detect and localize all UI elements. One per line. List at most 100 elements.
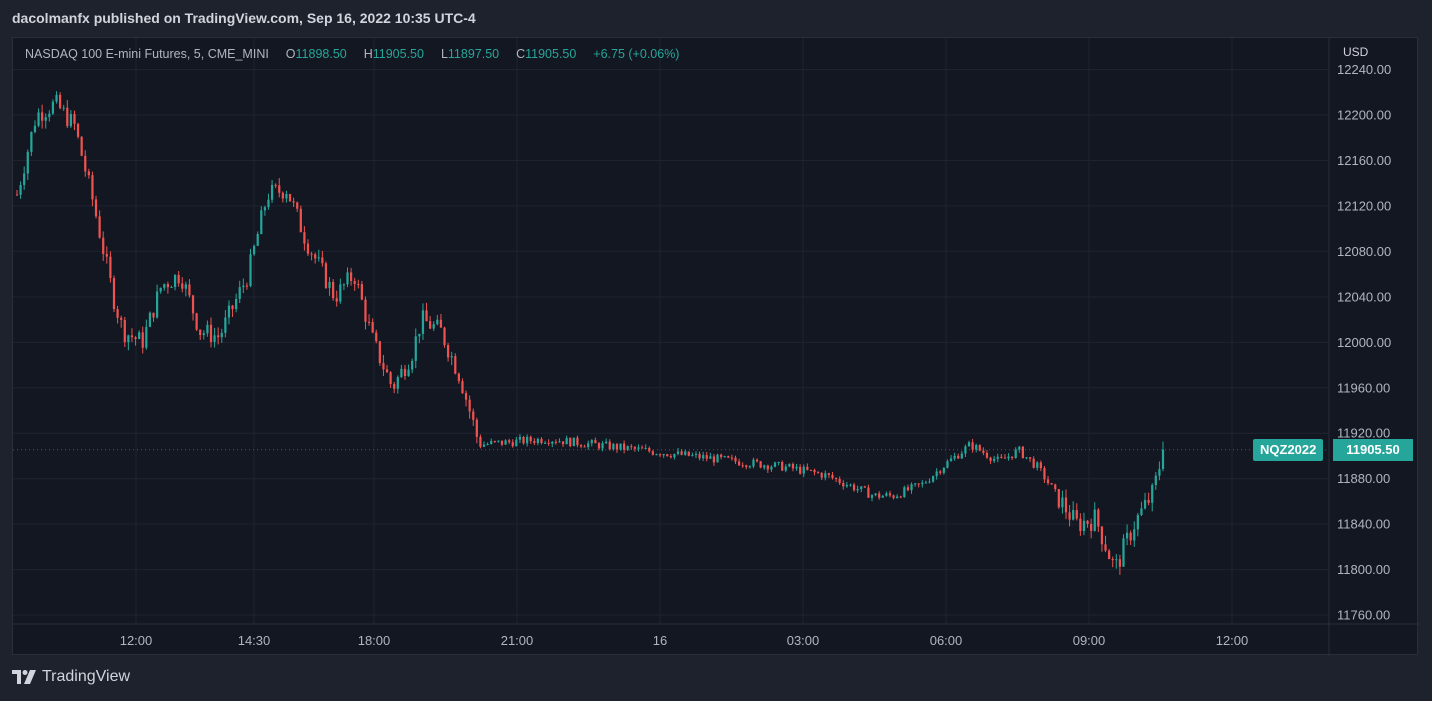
candle-body — [292, 201, 295, 203]
candle-body — [69, 113, 73, 127]
candle-body — [403, 368, 407, 377]
candle-body — [80, 136, 83, 156]
candle-body — [1021, 446, 1025, 459]
change-value: +6.75 (+0.06%) — [593, 47, 680, 61]
candle-body — [957, 455, 960, 459]
candle-body — [1136, 515, 1139, 530]
candle-body — [597, 443, 601, 449]
time-tick-label: 18:00 — [358, 633, 391, 648]
candle-body — [493, 441, 496, 443]
candle-body — [332, 281, 335, 299]
candle-body — [335, 298, 338, 302]
candle-body — [605, 441, 608, 444]
time-tick-label: 12:00 — [120, 633, 153, 648]
candle-body — [755, 459, 759, 462]
candle-body — [324, 263, 328, 288]
candle-body — [676, 451, 680, 454]
price-tick-label: 12240.00 — [1337, 62, 1391, 77]
candle-body — [921, 482, 924, 485]
candle-body — [177, 274, 180, 284]
candle-body — [1154, 475, 1157, 485]
candle-body — [845, 485, 848, 487]
candle-body — [838, 479, 841, 484]
candle-body — [770, 466, 773, 470]
candle-body — [748, 466, 751, 468]
candle-body — [931, 476, 935, 482]
candle-body — [120, 317, 123, 320]
candle-body — [576, 437, 579, 446]
candle-body — [439, 319, 443, 328]
candle-body — [673, 453, 676, 458]
candle-body — [551, 441, 554, 444]
candle-body — [1082, 520, 1086, 532]
candle-body — [1133, 529, 1136, 541]
candle-body — [885, 493, 888, 496]
candle-body — [1011, 456, 1014, 458]
candle-body — [809, 469, 813, 471]
candle-body — [33, 125, 37, 132]
candle-body — [583, 446, 586, 448]
candle-body — [152, 312, 155, 318]
candle-body — [590, 440, 593, 444]
time-tick-label: 09:00 — [1073, 633, 1106, 648]
candle-body — [87, 171, 90, 176]
candle-body — [867, 487, 870, 498]
candle-body — [112, 278, 116, 310]
candle-body — [19, 184, 22, 195]
candle-body — [224, 317, 227, 333]
candle-body — [1046, 479, 1050, 484]
candle-body — [170, 287, 173, 289]
candle-body — [799, 466, 802, 474]
candle-body — [1068, 512, 1071, 520]
candle-body — [414, 336, 417, 361]
candle-body — [1143, 499, 1147, 509]
candle-body — [795, 466, 798, 469]
candle-body — [432, 324, 435, 329]
candle-body — [500, 440, 504, 445]
candle-body — [594, 440, 597, 444]
candle-body — [579, 445, 583, 447]
close-value: 11905.50 — [525, 47, 577, 61]
candle-body — [529, 436, 532, 442]
candle-body — [730, 457, 734, 459]
candle-body — [953, 455, 956, 459]
currency-label[interactable]: USD — [1343, 45, 1369, 59]
candle-body — [1122, 538, 1125, 567]
candle-body — [1090, 523, 1093, 531]
candle-body — [260, 210, 263, 235]
footer-branding[interactable]: TradingView — [12, 668, 130, 686]
candle-body — [242, 285, 245, 288]
candle-body — [888, 493, 892, 496]
candle-body — [526, 436, 529, 444]
candle-body — [159, 287, 162, 292]
candle-body — [37, 112, 40, 126]
candle-body — [1003, 457, 1007, 459]
candle-body — [949, 458, 953, 462]
candle-body — [191, 295, 195, 314]
candle-body — [446, 345, 450, 358]
chart-panel[interactable]: 12240.00 12200.00 12160.00 12120.00 12080.00… — [12, 37, 1419, 656]
candle-body — [914, 483, 917, 485]
candle-body — [188, 284, 191, 296]
candle-body — [978, 445, 981, 451]
price-tick-label: 11800.00 — [1337, 562, 1390, 577]
candle-body — [367, 321, 371, 323]
candle-body — [389, 372, 392, 384]
candle-body — [317, 257, 320, 259]
candle-body — [547, 442, 550, 444]
candle-body — [684, 451, 687, 455]
time-axis: 12:00 14:30 18:00 21:00 16 03:00 06:00 09:00 12:… — [120, 633, 1249, 648]
candle-body — [723, 456, 726, 458]
candle-body — [788, 463, 791, 467]
candle-body — [1147, 499, 1150, 503]
candle-body — [608, 441, 611, 450]
candle-body — [1115, 559, 1118, 561]
candlestick-chart[interactable]: 12240.00 12200.00 12160.00 12120.00 12080.00… — [13, 38, 1419, 656]
candle-body — [349, 272, 353, 281]
candle-body — [1072, 510, 1075, 520]
candle-body — [209, 324, 213, 342]
candle-body — [393, 383, 396, 389]
candle-body — [996, 456, 999, 459]
candle-body — [195, 313, 198, 330]
candle-body — [342, 284, 346, 286]
